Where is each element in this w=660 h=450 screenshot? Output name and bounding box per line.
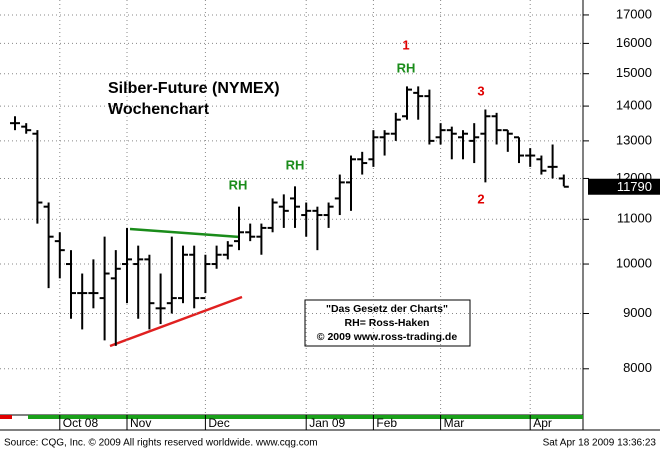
last-price-label: 11790	[617, 179, 652, 194]
note-line: RH= Ross-Haken	[345, 317, 430, 329]
y-tick-label: 14000	[616, 98, 652, 113]
session-strip	[28, 415, 583, 419]
annotation: 1	[402, 37, 409, 52]
last-price-box	[588, 178, 660, 195]
annotation: RH	[397, 60, 416, 75]
chart-title: Silber-Future (NYMEX)	[108, 80, 280, 97]
x-tick-label: Dec	[208, 416, 229, 430]
x-tick-label: Apr	[533, 416, 552, 430]
y-tick-label: 17000	[616, 6, 652, 21]
annotation: 3	[477, 83, 484, 98]
note-box	[304, 299, 471, 347]
annotation: RH	[229, 177, 248, 192]
source: Source: CQG, Inc. © 2009 All rights rese…	[4, 438, 318, 449]
x-tick-label: Oct 08	[63, 416, 99, 430]
note-line: © 2009 www.ross-trading.de	[317, 331, 458, 343]
x-tick-label: Nov	[130, 416, 151, 430]
x-tick-label: Feb	[376, 416, 397, 430]
chart-subtitle: Wochenchart	[108, 101, 210, 118]
y-tick-label: 13000	[616, 132, 652, 147]
session-strip	[0, 415, 12, 419]
y-tick-label: 8000	[623, 360, 652, 375]
x-tick-label: Mar	[444, 416, 465, 430]
trend-line	[129, 227, 241, 239]
y-tick-label: 11000	[617, 211, 652, 226]
note-line: "Das Gesetz der Charts"	[326, 303, 448, 315]
timestamp: Sat Apr 18 2009 13:36:23	[543, 438, 657, 449]
y-tick-label: 16000	[616, 35, 652, 50]
annotation: RH	[286, 157, 305, 172]
x-tick-label: Jan 09	[309, 416, 345, 430]
y-tick-label: 15000	[616, 65, 652, 80]
y-tick-label: 10000	[616, 255, 652, 270]
trend-line	[109, 295, 243, 348]
annotation: 2	[477, 191, 484, 206]
y-tick-label: 9000	[623, 305, 652, 320]
